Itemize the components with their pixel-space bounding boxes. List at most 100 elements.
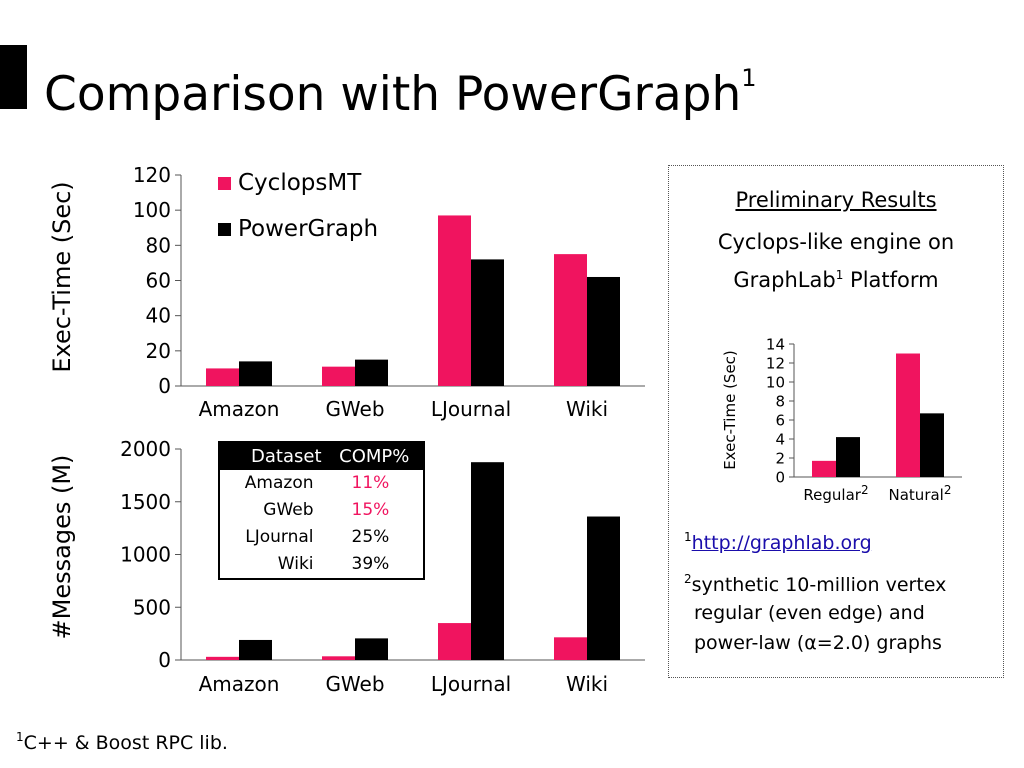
x-category-label: Regular2 bbox=[803, 483, 868, 504]
x-category-label: Wiki bbox=[566, 397, 608, 421]
slide-title: Comparison with PowerGraph1 bbox=[44, 46, 757, 127]
messages-chart: 0 500 1000 1500 2000 Amazon GWeb LJournal Wiki bbox=[120, 437, 645, 696]
x-category-label: Wiki bbox=[566, 672, 608, 696]
legend-cyclopsmt-label: CyclopsMT bbox=[238, 170, 362, 196]
panel-footnote-1: 1http://graphlab.org bbox=[684, 530, 872, 554]
y-tick-label: 12 bbox=[766, 354, 785, 372]
legend-powergraph: PowerGraph bbox=[218, 216, 378, 242]
panel-footnote-2-line1: synthetic 10-million vertex bbox=[691, 574, 947, 596]
y-tick-label: 14 bbox=[766, 335, 785, 353]
graphlab-link[interactable]: http://graphlab.org bbox=[691, 532, 872, 554]
y-tick-label: 120 bbox=[133, 163, 171, 187]
x-category-label: Natural2 bbox=[889, 483, 952, 504]
bar-cyclopsmt bbox=[322, 366, 355, 386]
y-tick-label: 2000 bbox=[120, 437, 171, 461]
y-tick-label: 1500 bbox=[120, 490, 171, 514]
y-tick-label: 0 bbox=[158, 648, 171, 672]
panel-footnote-1-sup: 1 bbox=[684, 530, 692, 544]
slide-footnote-text: C++ & Boost RPC lib. bbox=[23, 732, 228, 754]
comp-table-row: GWeb 15% bbox=[219, 497, 424, 524]
comp-table-comp-cell: 11% bbox=[351, 473, 390, 493]
x-category-label: GWeb bbox=[325, 397, 384, 421]
y-tick-label: 40 bbox=[146, 304, 171, 328]
bar-cyclopsmt bbox=[438, 623, 471, 660]
y-tick-label: 6 bbox=[775, 411, 785, 429]
panel-subtitle-platform: Platform bbox=[843, 268, 939, 292]
comp-table-row: Wiki 39% bbox=[219, 551, 424, 579]
comp-table: Dataset COMP% Amazon 11% GWeb 15% LJournal 25… bbox=[218, 441, 425, 580]
panel-subtitle-line1: Cyclops-like engine on bbox=[717, 230, 955, 254]
y-tick-label: 2 bbox=[775, 449, 785, 467]
comp-table-dataset-cell: LJournal bbox=[245, 527, 314, 547]
comp-table-dataset-cell: Wiki bbox=[277, 554, 314, 574]
y-tick-label: 80 bbox=[146, 233, 171, 257]
panel-subtitle-sup: 1 bbox=[835, 268, 844, 282]
results-panel: Preliminary Results Cyclops-like engine … bbox=[668, 165, 1004, 678]
bar-cyclopsmt bbox=[438, 215, 471, 386]
comp-table-header-dataset: Dataset bbox=[219, 442, 326, 470]
bar-powergraph bbox=[471, 259, 504, 386]
bar-cyclopsmt bbox=[554, 254, 587, 386]
comp-table-row: Amazon 11% bbox=[219, 470, 424, 497]
legend-cyclopsmt-swatch bbox=[218, 176, 231, 190]
slide-footnote-sup: 1 bbox=[16, 730, 24, 744]
bar-cyclopsmt bbox=[322, 656, 355, 660]
bar-cyclopsmt bbox=[206, 368, 239, 386]
comp-table-row: LJournal 25% bbox=[219, 524, 424, 551]
x-category-label: LJournal bbox=[431, 397, 511, 421]
bar-cyclopsmt bbox=[812, 460, 836, 477]
y-tick-label: 8 bbox=[775, 392, 785, 410]
panel-subtitle-graphlab: GraphLab bbox=[733, 268, 836, 292]
comp-table-dataset-cell: GWeb bbox=[263, 500, 314, 520]
y-tick-label: 100 bbox=[133, 198, 171, 222]
x-category-label: Amazon bbox=[199, 672, 280, 696]
panel-footnote-2: 2synthetic 10-million vertex bbox=[684, 572, 946, 596]
panel-subtitle: Cyclops-like engine on GraphLab1 Platfor… bbox=[669, 226, 1003, 297]
panel-footnote-2-sup: 2 bbox=[684, 572, 692, 586]
legend-powergraph-label: PowerGraph bbox=[238, 216, 379, 242]
y-tick-label: 20 bbox=[146, 339, 171, 363]
y-tick-label: 60 bbox=[146, 269, 171, 293]
x-category-label: Amazon bbox=[199, 397, 280, 421]
bar-powergraph bbox=[239, 361, 272, 386]
y-tick-label: 0 bbox=[775, 468, 785, 486]
bar-powergraph bbox=[587, 516, 620, 660]
bar-cyclopsmt bbox=[896, 353, 920, 477]
bar-powergraph bbox=[239, 639, 272, 660]
bar-powergraph bbox=[355, 638, 388, 660]
comp-table-header-row: Dataset COMP% bbox=[219, 442, 424, 470]
legend-cyclopsmt: CyclopsMT bbox=[218, 170, 361, 196]
comp-table-header-comp: COMP% bbox=[325, 442, 424, 470]
y-tick-label: 500 bbox=[133, 595, 171, 619]
slide-title-superscript: 1 bbox=[741, 64, 757, 92]
x-category-label: GWeb bbox=[325, 672, 384, 696]
legend-powergraph-swatch bbox=[218, 222, 231, 236]
comp-table-body: Amazon 11% GWeb 15% LJournal 25% Wiki 39% bbox=[219, 470, 424, 579]
panel-subtitle-line2: GraphLab1 Platform bbox=[669, 259, 1003, 297]
title-accent-bar bbox=[0, 45, 27, 109]
bar-cyclopsmt bbox=[554, 637, 587, 660]
x-category-label: LJournal bbox=[431, 672, 511, 696]
bar-powergraph bbox=[920, 413, 944, 477]
bar-powergraph bbox=[587, 276, 620, 386]
bar-cyclopsmt bbox=[206, 656, 239, 660]
panel-heading: Preliminary Results bbox=[735, 188, 937, 212]
y-tick-label: 10 bbox=[766, 373, 785, 391]
exec-time-chart: 0 20 40 60 80 100 120 Amazon GWeb LJournal Wiki bbox=[133, 163, 645, 421]
slide-footnote: 1C++ & Boost RPC lib. bbox=[16, 730, 228, 754]
y-tick-label: 4 bbox=[775, 430, 785, 448]
bar-powergraph bbox=[355, 359, 388, 386]
comp-table-comp-cell: 39% bbox=[351, 554, 390, 574]
x-category-superscript: 2 bbox=[944, 483, 952, 497]
y-tick-label: 1000 bbox=[120, 543, 171, 567]
comp-table-comp-cell: 15% bbox=[351, 500, 390, 520]
y-tick-label: 0 bbox=[158, 374, 171, 398]
comp-table-comp-cell: 25% bbox=[351, 527, 390, 547]
bar-powergraph bbox=[836, 437, 860, 477]
panel-footnote-2-line2: regular (even edge) and bbox=[694, 602, 925, 624]
bar-powergraph bbox=[471, 462, 504, 660]
comp-table-dataset-cell: Amazon bbox=[244, 473, 314, 493]
panel-footnote-2-line3: power-law (α=2.0) graphs bbox=[694, 632, 942, 654]
